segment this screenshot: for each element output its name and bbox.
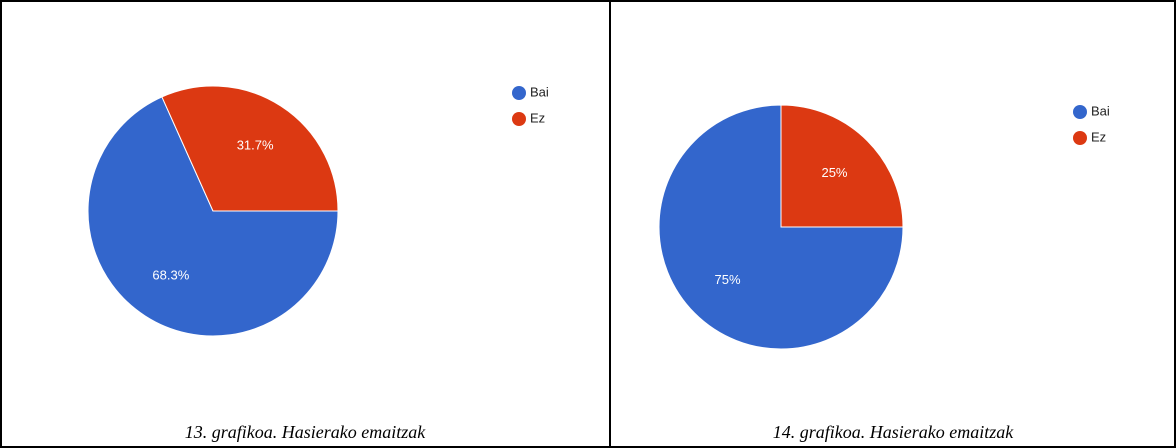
caption: 13. grafikoa. Hasierako emaitzak bbox=[185, 422, 426, 442]
slice-label: 75% bbox=[714, 272, 740, 287]
legend-swatch bbox=[1073, 131, 1087, 145]
slice-label: 25% bbox=[821, 165, 847, 180]
pie-slice bbox=[161, 85, 339, 212]
legend-swatch bbox=[512, 86, 526, 100]
legend-label: Bai bbox=[1091, 103, 1110, 118]
legend-swatch bbox=[1073, 105, 1087, 119]
legend-label: Ez bbox=[530, 110, 545, 125]
caption: 14. grafikoa. Hasierako emaitzak bbox=[773, 422, 1014, 442]
pie-slice bbox=[780, 104, 904, 228]
slice-label: 31.7% bbox=[237, 137, 274, 152]
legend-label: Ez bbox=[1091, 129, 1106, 144]
legend-label: Bai bbox=[530, 84, 549, 99]
pie-slice bbox=[87, 96, 339, 337]
legend-swatch bbox=[512, 112, 526, 126]
slice-label: 68.3% bbox=[152, 267, 189, 282]
